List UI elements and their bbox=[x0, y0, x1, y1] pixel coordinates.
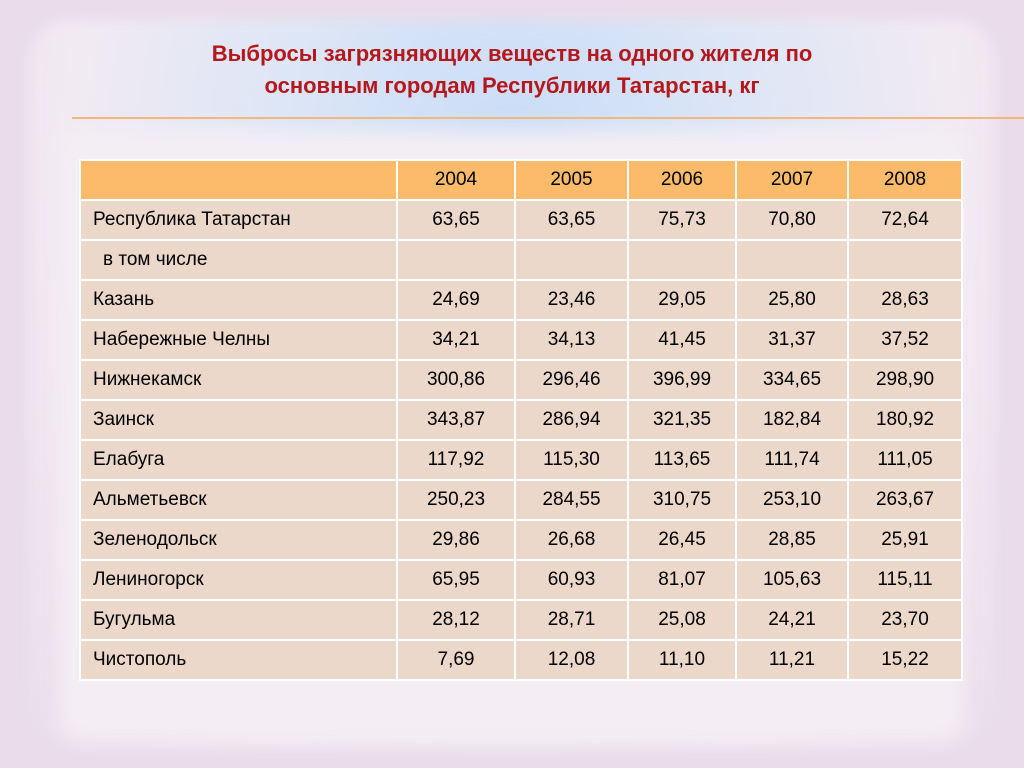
value-cell: 296,46 bbox=[514, 359, 629, 401]
page-title: Выбросы загрязняющих веществ на одного ж… bbox=[0, 38, 1024, 102]
title-line-2: основным городам Республики Татарстан, к… bbox=[264, 73, 760, 98]
value-cell: 105,63 bbox=[735, 559, 849, 601]
value-cell: 28,71 bbox=[514, 599, 629, 641]
table-row: Зеленодольск 29,86 26,68 26,45 28,85 25,91 bbox=[79, 519, 963, 561]
value-cell: 23,70 bbox=[847, 599, 963, 641]
value-cell: 72,64 bbox=[847, 199, 963, 241]
value-cell: 117,92 bbox=[396, 439, 516, 481]
value-cell: 7,69 bbox=[396, 639, 516, 681]
value-cell: 182,84 bbox=[735, 399, 849, 441]
value-cell: 25,80 bbox=[735, 279, 849, 321]
value-cell: 28,85 bbox=[735, 519, 849, 561]
table-row: в том числе bbox=[79, 239, 963, 281]
title-line-1: Выбросы загрязняющих веществ на одного ж… bbox=[211, 41, 813, 66]
value-cell: 75,73 bbox=[627, 199, 737, 241]
value-cell: 180,92 bbox=[847, 399, 963, 441]
value-cell: 28,63 bbox=[847, 279, 963, 321]
city-name-cell: Зеленодольск bbox=[79, 519, 398, 561]
value-cell: 26,68 bbox=[514, 519, 629, 561]
city-name-cell: Чистополь bbox=[79, 639, 398, 681]
value-cell: 111,74 bbox=[735, 439, 849, 481]
emissions-table: 2004 2005 2006 2007 2008 Республика Тата… bbox=[79, 159, 963, 681]
value-cell bbox=[735, 239, 849, 281]
value-cell: 63,65 bbox=[396, 199, 516, 241]
city-name-cell: Нижнекамск bbox=[79, 359, 398, 401]
table-row: Заинск 343,87 286,94 321,35 182,84 180,92 bbox=[79, 399, 963, 441]
header-year: 2006 bbox=[627, 159, 737, 201]
value-cell: 310,75 bbox=[627, 479, 737, 521]
value-cell: 253,10 bbox=[735, 479, 849, 521]
value-cell: 70,80 bbox=[735, 199, 849, 241]
value-cell: 65,95 bbox=[396, 559, 516, 601]
value-cell: 321,35 bbox=[627, 399, 737, 441]
value-cell: 12,08 bbox=[514, 639, 629, 681]
value-cell: 28,12 bbox=[396, 599, 516, 641]
value-cell: 37,52 bbox=[847, 319, 963, 361]
value-cell: 41,45 bbox=[627, 319, 737, 361]
value-cell: 343,87 bbox=[396, 399, 516, 441]
table-row: Чистополь 7,69 12,08 11,10 11,21 15,22 bbox=[79, 639, 963, 681]
value-cell: 298,90 bbox=[847, 359, 963, 401]
value-cell: 24,21 bbox=[735, 599, 849, 641]
value-cell: 34,21 bbox=[396, 319, 516, 361]
value-cell: 15,22 bbox=[847, 639, 963, 681]
city-name-cell: Заинск bbox=[79, 399, 398, 441]
value-cell: 113,65 bbox=[627, 439, 737, 481]
city-name-cell: Бугульма bbox=[79, 599, 398, 641]
value-cell: 284,55 bbox=[514, 479, 629, 521]
value-cell: 81,07 bbox=[627, 559, 737, 601]
value-cell bbox=[847, 239, 963, 281]
city-name-cell: Альметьевск bbox=[79, 479, 398, 521]
city-name-cell: Лениногорск bbox=[79, 559, 398, 601]
value-cell: 334,65 bbox=[735, 359, 849, 401]
value-cell: 23,46 bbox=[514, 279, 629, 321]
value-cell: 29,86 bbox=[396, 519, 516, 561]
value-cell: 24,69 bbox=[396, 279, 516, 321]
value-cell bbox=[627, 239, 737, 281]
value-cell: 263,67 bbox=[847, 479, 963, 521]
value-cell: 250,23 bbox=[396, 479, 516, 521]
city-name-cell: Набережные Челны bbox=[79, 319, 398, 361]
value-cell: 31,37 bbox=[735, 319, 849, 361]
value-cell: 115,30 bbox=[514, 439, 629, 481]
table-row: Бугульма 28,12 28,71 25,08 24,21 23,70 bbox=[79, 599, 963, 641]
table-header-row: 2004 2005 2006 2007 2008 bbox=[79, 159, 963, 201]
table-row: Набережные Челны 34,21 34,13 41,45 31,37 37,5… bbox=[79, 319, 963, 361]
value-cell: 25,91 bbox=[847, 519, 963, 561]
city-name-cell: Елабуга bbox=[79, 439, 398, 481]
city-name-cell: Республика Татарстан bbox=[79, 199, 398, 241]
table-row: Елабуга 117,92 115,30 113,65 111,74 111,05 bbox=[79, 439, 963, 481]
value-cell: 25,08 bbox=[627, 599, 737, 641]
value-cell bbox=[396, 239, 516, 281]
header-year: 2007 bbox=[735, 159, 849, 201]
value-cell: 396,99 bbox=[627, 359, 737, 401]
table-row: Нижнекамск 300,86 296,46 396,99 334,65 298,90 bbox=[79, 359, 963, 401]
header-year: 2008 bbox=[847, 159, 963, 201]
city-name-cell: Казань bbox=[79, 279, 398, 321]
value-cell bbox=[514, 239, 629, 281]
value-cell: 11,10 bbox=[627, 639, 737, 681]
header-year: 2004 bbox=[396, 159, 516, 201]
table-row: Лениногорск 65,95 60,93 81,07 105,63 115,11 bbox=[79, 559, 963, 601]
value-cell: 34,13 bbox=[514, 319, 629, 361]
table-row: Республика Татарстан 63,65 63,65 75,73 70,80… bbox=[79, 199, 963, 241]
header-blank-cell bbox=[79, 159, 398, 201]
city-name-cell: в том числе bbox=[79, 239, 398, 281]
table-row: Казань 24,69 23,46 29,05 25,80 28,63 bbox=[79, 279, 963, 321]
title-divider bbox=[72, 117, 1024, 119]
table-row: Альметьевск 250,23 284,55 310,75 253,10 263,6… bbox=[79, 479, 963, 521]
value-cell: 115,11 bbox=[847, 559, 963, 601]
value-cell: 300,86 bbox=[396, 359, 516, 401]
value-cell: 26,45 bbox=[627, 519, 737, 561]
value-cell: 29,05 bbox=[627, 279, 737, 321]
value-cell: 286,94 bbox=[514, 399, 629, 441]
value-cell: 11,21 bbox=[735, 639, 849, 681]
value-cell: 111,05 bbox=[847, 439, 963, 481]
value-cell: 60,93 bbox=[514, 559, 629, 601]
header-year: 2005 bbox=[514, 159, 629, 201]
value-cell: 63,65 bbox=[514, 199, 629, 241]
